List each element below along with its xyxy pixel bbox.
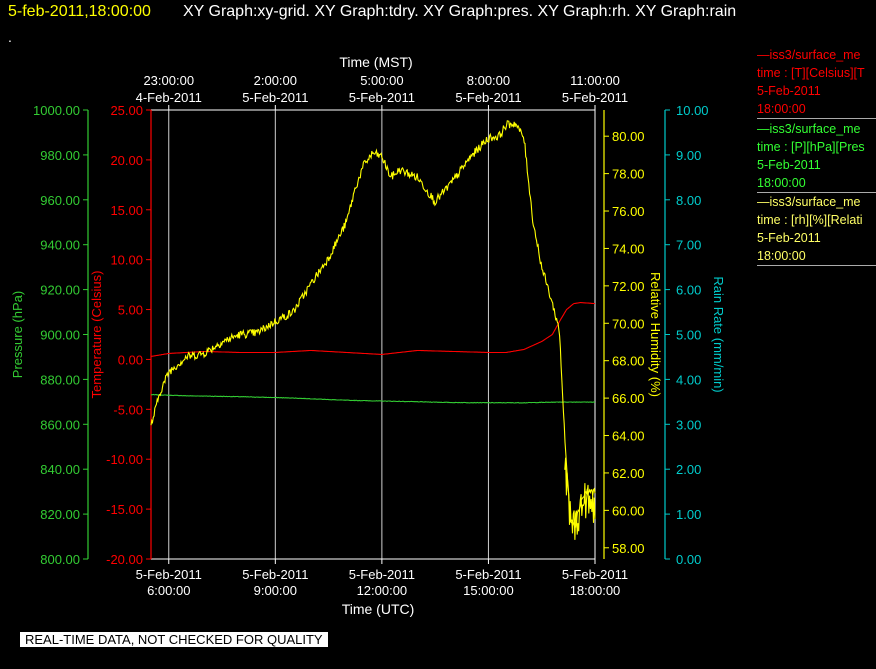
legend-pressure-source: —iss3/surface_me [757, 122, 861, 136]
axis-tick-label-pres: 820.00 [40, 507, 80, 522]
axis-tick-label-rh: 76.00 [612, 204, 645, 219]
axis-tick-label-rh: 74.00 [612, 241, 645, 256]
x-tick-label-utc-time: 9:00:00 [254, 583, 297, 598]
axis-tick-label-rain: 0.00 [676, 552, 701, 567]
axis-tick-label-rain: 1.00 [676, 507, 701, 522]
legend-temperature-date: 5-Feb-2011 [757, 84, 821, 98]
series-line-pres-1 [150, 393, 596, 404]
header-graph-list: XY Graph:xy-grid. XY Graph:tdry. XY Grap… [183, 3, 737, 20]
x-tick-label-utc-date: 5-Feb-2011 [242, 567, 308, 582]
x-tick-label-mst-date: 5-Feb-2011 [242, 90, 308, 105]
axis-tick-label-temp: -15.00 [106, 502, 143, 517]
chart-series [150, 120, 596, 540]
axis-tick-label-pres: 980.00 [40, 148, 80, 163]
axis-tick-label-rh: 70.00 [612, 316, 645, 331]
chart-axes [83, 105, 670, 564]
x-tick-label-utc-time: 6:00:00 [147, 583, 190, 598]
axis-title-temp: Temperature (Celsius) [89, 271, 104, 399]
legend-temperature-field: time : [T][Celsius][T [757, 66, 865, 80]
axis-tick-label-rain: 4.00 [676, 372, 701, 387]
axis-title-pres: Pressure (hPa) [10, 291, 25, 378]
legend-pressure-field: time : [P][hPa][Pres [757, 140, 865, 154]
axis-tick-label-rh: 80.00 [612, 129, 645, 144]
legend-temperature: —iss3/surface_me time : [T][Celsius][T 5… [757, 46, 876, 119]
legend-humidity-time: 18:00:00 [757, 247, 876, 266]
axis-tick-label-pres: 960.00 [40, 193, 80, 208]
axis-tick-label-rain: 8.00 [676, 193, 701, 208]
axis-tick-label-pres: 860.00 [40, 417, 80, 432]
x-tick-label-mst-date: 5-Feb-2011 [349, 90, 415, 105]
header-datetime: 5-feb-2011,18:00:00 [8, 3, 151, 20]
legend-humidity-date: 5-Feb-2011 [757, 231, 821, 245]
axis-tick-label-rh: 58.00 [612, 541, 645, 556]
axis-tick-label-pres: 900.00 [40, 328, 80, 343]
x-tick-label-utc-time: 18:00:00 [570, 583, 621, 598]
axis-tick-label-pres: 940.00 [40, 238, 80, 253]
axis-tick-label-temp: -20.00 [106, 552, 143, 567]
legend-pressure: —iss3/surface_me time : [P][hPa][Pres 5-… [757, 120, 876, 193]
legend-humidity-field: time : [rh][%][Relati [757, 213, 863, 227]
axis-tick-label-temp: -5.00 [113, 402, 143, 417]
quality-disclaimer: REAL-TIME DATA, NOT CHECKED FOR QUALITY [20, 632, 328, 647]
axis-tick-label-rain: 6.00 [676, 283, 701, 298]
x-tick-label-mst-time: 5:00:00 [360, 73, 403, 88]
axis-tick-label-rh: 72.00 [612, 279, 645, 294]
x-tick-label-mst-date: 5-Feb-2011 [455, 90, 521, 105]
x-tick-label-mst-date: 5-Feb-2011 [562, 90, 628, 105]
axis-tick-label-rh: 78.00 [612, 167, 645, 182]
x-axis-title-mst: Time (MST) [339, 54, 412, 70]
legend-humidity-source: —iss3/surface_me [757, 195, 861, 209]
axis-tick-label-rh: 66.00 [612, 391, 645, 406]
legend-temperature-source: —iss3/surface_me [757, 48, 861, 62]
axis-tick-label-temp: 25.00 [110, 103, 143, 118]
series-line-temp-0 [150, 302, 596, 358]
axis-tick-label-rain: 5.00 [676, 328, 701, 343]
x-tick-label-utc-time: 12:00:00 [357, 583, 408, 598]
axis-tick-label-pres: 800.00 [40, 552, 80, 567]
axis-tick-label-rain: 3.00 [676, 417, 701, 432]
axis-tick-label-temp: 15.00 [110, 203, 143, 218]
axis-tick-label-rh: 62.00 [612, 466, 645, 481]
axis-tick-label-temp: 5.00 [118, 303, 143, 318]
chart-grid [168, 110, 489, 559]
axis-tick-label-rain: 10.00 [676, 103, 709, 118]
axis-tick-label-temp: 0.00 [118, 352, 143, 367]
x-tick-label-utc-date: 5-Feb-2011 [349, 567, 415, 582]
axis-tick-label-pres: 1000.00 [33, 103, 80, 118]
axis-tick-label-rh: 68.00 [612, 354, 645, 369]
x-tick-label-utc-time: 15:00:00 [463, 583, 514, 598]
x-tick-label-mst-time: 11:00:00 [570, 73, 620, 88]
axis-tick-label-temp: 10.00 [110, 253, 143, 268]
legend-pressure-date: 5-Feb-2011 [757, 158, 821, 172]
axis-tick-label-temp: -10.00 [106, 452, 143, 467]
axis-tick-label-pres: 920.00 [40, 283, 80, 298]
header-dot: . [8, 29, 12, 45]
axis-tick-label-rain: 7.00 [676, 238, 701, 253]
axis-tick-label-rh: 64.00 [612, 429, 645, 444]
x-axis-title-utc: Time (UTC) [342, 601, 415, 617]
x-tick-label-utc-date: 5-Feb-2011 [562, 567, 628, 582]
x-tick-label-mst-time: 23:00:00 [143, 73, 194, 88]
axis-tick-label-temp: 20.00 [110, 153, 143, 168]
axis-tick-label-pres: 840.00 [40, 462, 80, 477]
series-line-rh-2 [150, 120, 596, 529]
x-tick-label-utc-date: 5-Feb-2011 [455, 567, 521, 582]
axis-title-rain: Rain Rate (mm/min) [711, 276, 726, 392]
legend-humidity: —iss3/surface_me time : [rh][%][Relati 5… [757, 193, 876, 266]
axis-tick-label-rh: 60.00 [612, 503, 645, 518]
x-tick-label-mst-date: 4-Feb-2011 [136, 90, 202, 105]
x-tick-label-mst-time: 2:00:00 [254, 73, 297, 88]
legend-temperature-time: 18:00:00 [757, 100, 876, 119]
series-line-rh-3 [564, 457, 596, 540]
x-tick-label-utc-date: 5-Feb-2011 [136, 567, 202, 582]
axis-title-rh: Relative Humidity (%) [648, 272, 663, 397]
axis-tick-label-rain: 9.00 [676, 148, 701, 163]
x-tick-label-mst-time: 8:00:00 [467, 73, 510, 88]
axis-tick-label-pres: 880.00 [40, 372, 80, 387]
axis-tick-label-rain: 2.00 [676, 462, 701, 477]
chart-labels: 5-Feb-20116:00:005-Feb-20119:00:005-Feb-… [10, 54, 726, 617]
legend-pressure-time: 18:00:00 [757, 174, 876, 193]
